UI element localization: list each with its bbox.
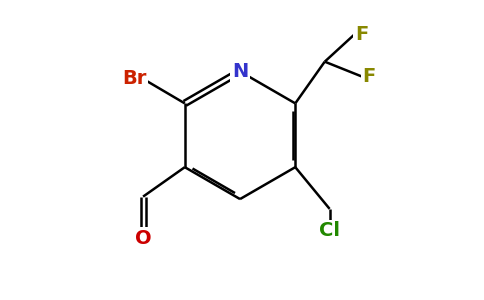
Text: F: F	[355, 25, 368, 44]
Text: N: N	[232, 62, 248, 81]
Text: F: F	[362, 67, 376, 86]
Text: Br: Br	[122, 69, 147, 88]
Text: O: O	[135, 229, 151, 248]
Text: Cl: Cl	[319, 221, 340, 241]
